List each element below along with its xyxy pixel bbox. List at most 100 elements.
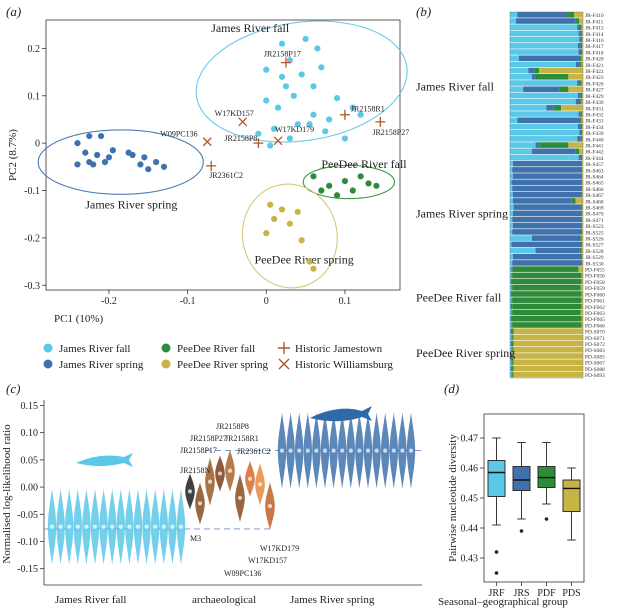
- ellipse-jrs: [37, 129, 204, 195]
- legend-label-hj: Historic Jamestown: [295, 343, 383, 355]
- admix-segment-pds: [582, 216, 583, 223]
- sample-id: JR-F423: [585, 75, 604, 81]
- admix-segment-pdf: [581, 129, 583, 136]
- group-label-a: PeeDee River spring: [254, 252, 353, 266]
- violin-archaeological-median: [247, 476, 253, 481]
- group-label-c: James River spring: [290, 594, 375, 606]
- admix-segment-jrs: [512, 191, 582, 198]
- point-jrs: [160, 163, 168, 170]
- violin-archaeological-median: [227, 468, 233, 473]
- admix-segment-jrf: [510, 247, 536, 254]
- admix-segment-pds: [582, 222, 583, 229]
- admix-segment-pdf: [511, 328, 514, 334]
- admix-segment-jrf: [510, 272, 512, 279]
- admix-segment-pdf: [580, 235, 582, 241]
- point-jrf: [333, 95, 341, 102]
- outlier-jrf: [494, 571, 499, 575]
- sample-id: JR-F421: [585, 63, 604, 69]
- admix-segment-pds: [513, 359, 583, 365]
- x-tick-label-a: -0.1: [180, 296, 196, 307]
- x-tick-label-a: -0.2: [101, 296, 117, 307]
- admix-segment-pdf: [512, 371, 514, 378]
- admix-segment-jrs: [511, 241, 582, 248]
- sample-id: JR-F414: [585, 32, 604, 38]
- legend-label-jrs: James River spring: [59, 359, 144, 371]
- admix-segment-jrs: [578, 30, 581, 37]
- violin-archaeological-median: [207, 479, 213, 484]
- point-jrf: [298, 71, 305, 78]
- violin-jrs-median: [383, 448, 388, 453]
- violin-jrf-median: [127, 524, 132, 529]
- sample-id: PD-F060: [585, 292, 605, 298]
- admix-segment-jrs: [515, 18, 576, 24]
- point-jrs: [94, 151, 101, 159]
- admix-segment-pds: [582, 36, 583, 43]
- violin-jrs-median: [408, 448, 414, 453]
- admix-segment-pds: [582, 229, 583, 235]
- group-label-b: PeeDee River spring: [416, 346, 515, 360]
- admix-segment-jrf: [510, 297, 512, 303]
- sample-id: JR-S528: [585, 249, 604, 255]
- outlier-jrf: [494, 550, 499, 554]
- admix-segment-jrs: [535, 247, 580, 254]
- point-pdf: [333, 192, 341, 199]
- y-tick-label-c: -0.15: [17, 564, 38, 575]
- violin-archaeological-median: [217, 471, 223, 476]
- point-pds: [294, 208, 301, 215]
- admix-segment-pds: [513, 365, 583, 372]
- point-jrf: [278, 73, 286, 80]
- admix-segment-pds: [582, 179, 583, 186]
- sample-id: PD-F056: [585, 274, 605, 280]
- violin-jrs-median: [331, 448, 336, 453]
- legend-marker-pdf: [161, 343, 171, 353]
- admix-segment-jrf: [510, 291, 511, 297]
- admix-segment-pdf: [580, 80, 582, 86]
- admix-segment-pds: [581, 315, 583, 322]
- admix-segment-pdf: [511, 340, 514, 347]
- sample-id: PD-S070: [585, 330, 605, 336]
- point-jrf: [274, 104, 282, 111]
- sample-id: JR-S468: [585, 199, 604, 205]
- admix-segment-pdf: [512, 346, 514, 353]
- point-label-hw: W17KD179: [275, 125, 314, 134]
- point-jrf: [278, 40, 286, 47]
- admix-segment-jrf: [510, 328, 511, 334]
- admix-segment-pdf: [581, 210, 583, 217]
- admix-segment-pdf: [581, 241, 583, 248]
- ellipse-jrf: [195, 20, 408, 143]
- admix-segment-pdf: [571, 198, 576, 204]
- admix-segment-pdf: [581, 260, 583, 266]
- admix-segment-pdf: [511, 278, 582, 285]
- admix-segment-pdf: [579, 247, 582, 254]
- violin-archaeological-median: [267, 504, 273, 509]
- violin-annotation: W09PC136: [224, 569, 261, 578]
- admix-segment-pds: [513, 340, 583, 347]
- sample-id: JR-S457: [585, 162, 604, 168]
- admix-segment-pdf: [581, 185, 583, 192]
- admix-segment-jrs: [575, 98, 581, 105]
- sample-id: PD-F055: [585, 268, 605, 274]
- point-label-hw: W17KD157: [215, 109, 254, 118]
- violin-jrs-median: [374, 448, 379, 453]
- admix-segment-jrs: [577, 136, 581, 142]
- admix-segment-pdf: [580, 117, 582, 124]
- violin-annotation: JR2158R1: [225, 434, 259, 443]
- admix-segment-pdf: [575, 18, 580, 24]
- admix-segment-pds: [582, 260, 583, 266]
- admix-segment-jrs: [578, 111, 581, 117]
- point-jrs: [153, 159, 160, 166]
- point-pds: [267, 201, 274, 208]
- point-jrf: [349, 104, 356, 111]
- sample-id: JR-S464: [585, 174, 604, 180]
- panel-label-d: (d): [444, 381, 459, 396]
- admix-segment-pdf: [511, 365, 514, 372]
- admix-segment-jrf: [510, 136, 578, 142]
- point-pds: [278, 206, 286, 213]
- violin-jrf-median: [67, 524, 72, 529]
- admix-segment-jrf: [510, 80, 578, 86]
- sample-id: JR-S466: [585, 187, 604, 193]
- point-jrf: [267, 142, 274, 149]
- admix-segment-jrf: [510, 210, 513, 217]
- admix-segment-pds: [581, 247, 583, 254]
